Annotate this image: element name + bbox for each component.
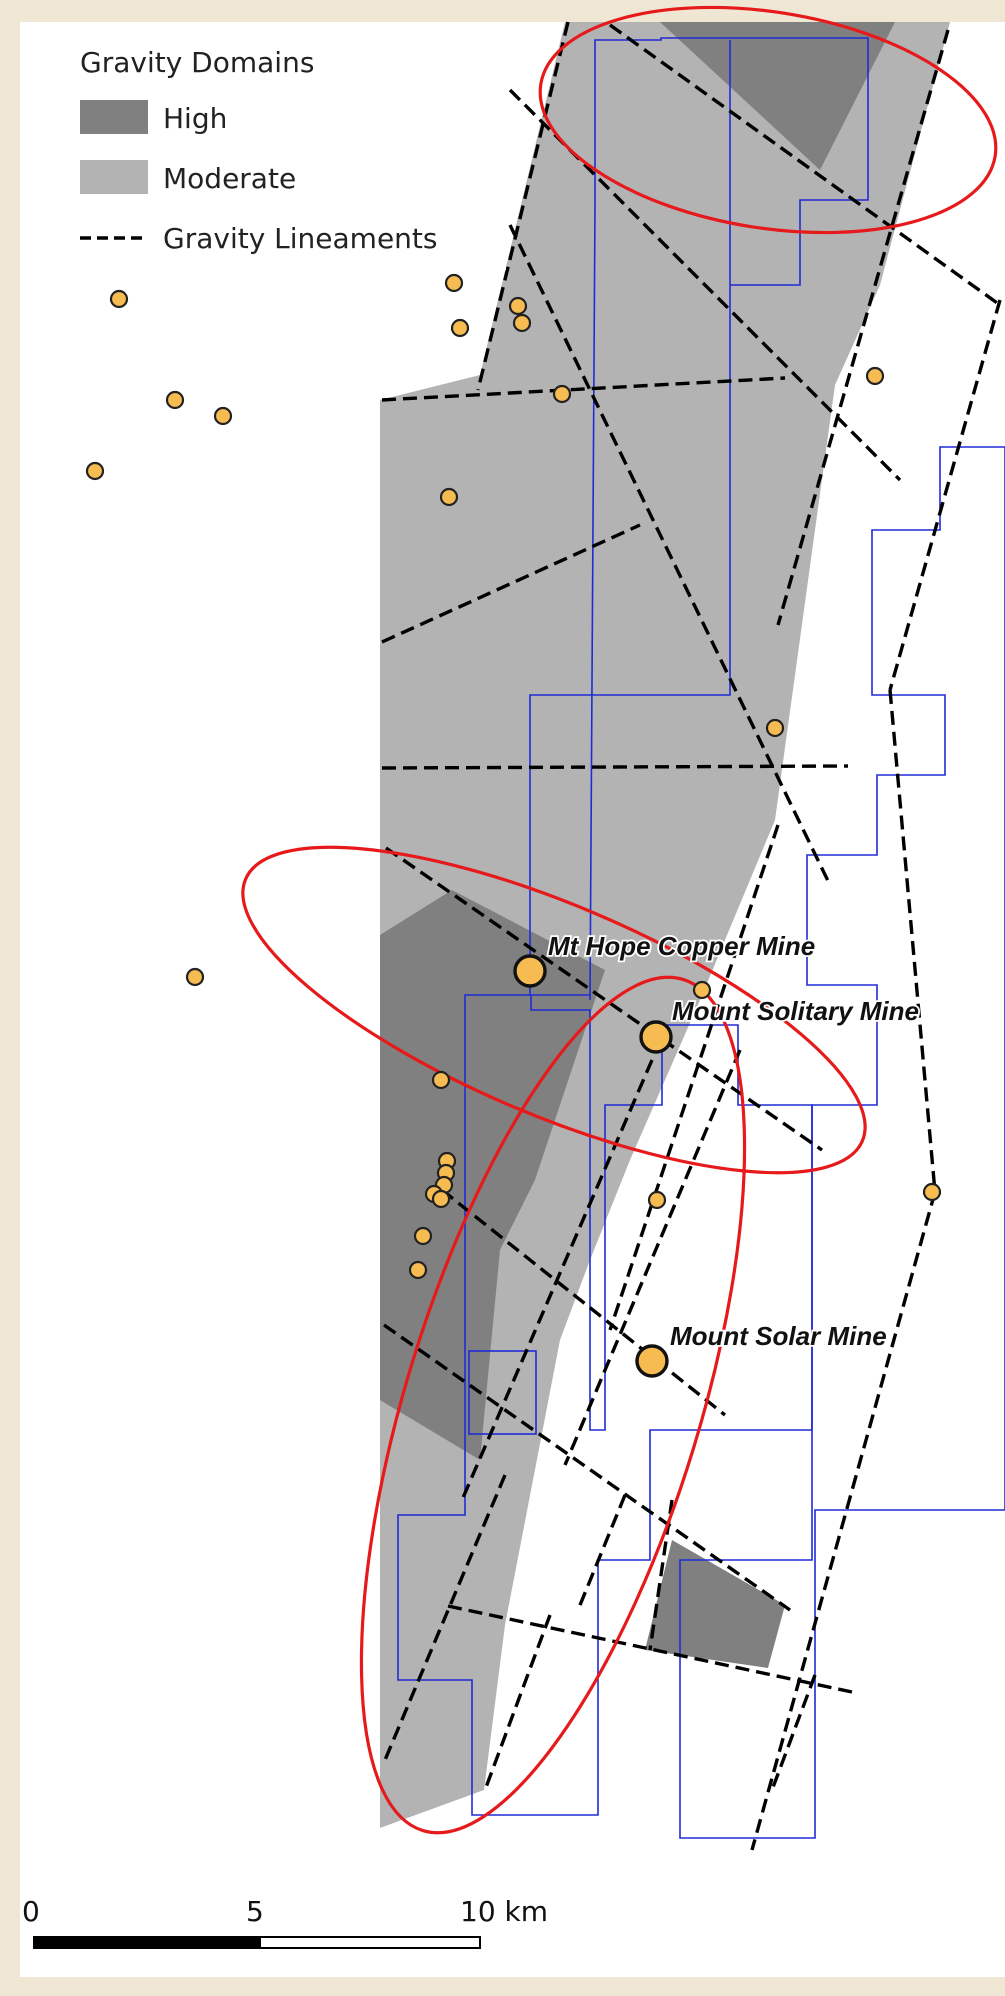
occurrence-point <box>85 461 105 481</box>
occurrence-point <box>431 1070 451 1090</box>
scale-bar: 0 5 10 km <box>22 1895 548 1949</box>
legend-label-moderate: Moderate <box>163 162 296 195</box>
occurrence-point <box>865 366 885 386</box>
legend-background <box>20 22 506 270</box>
lineament-1 <box>476 21 570 391</box>
lineament-5 <box>888 299 1002 691</box>
mineral-occurrences <box>85 273 942 1280</box>
mine-label-mt-hope: Mt Hope Copper Mine <box>548 931 815 961</box>
lineament-19 <box>383 1474 507 1761</box>
target-ellipses <box>241 5 998 1835</box>
legend-label-lineament: Gravity Lineaments <box>163 222 438 255</box>
target-ellipse-south <box>359 975 747 1835</box>
lineament-7 <box>381 376 786 402</box>
mine-label-mount-solar: Mount Solar Mine <box>670 1321 887 1351</box>
moderate-gravity-domains <box>380 22 950 1828</box>
scale-label-10km: 10 km <box>460 1895 548 1928</box>
lineament-10 <box>608 824 780 1331</box>
scale-label-5: 5 <box>246 1895 264 1928</box>
mine-label-mount-solitary: Mount Solitary Mine <box>672 996 919 1026</box>
occurrence-point <box>413 1226 433 1246</box>
occurrence-point <box>692 980 712 1000</box>
lineament-4 <box>776 29 950 626</box>
scale-segment-black <box>33 1936 261 1949</box>
occurrence-point <box>512 313 532 333</box>
occurrence-point <box>439 487 459 507</box>
high-domain-north <box>660 22 895 170</box>
lineament-6 <box>508 224 832 886</box>
moderate-domain-north <box>380 22 950 1828</box>
high-domain-central <box>380 890 605 1460</box>
target-ellipse-north <box>538 5 998 235</box>
occurrence-point <box>508 296 528 316</box>
occurrence-point <box>165 390 185 410</box>
lineament-12 <box>888 689 937 1193</box>
mine-marker-mt-hope <box>513 954 547 988</box>
map-legend: Gravity Domains High Moderate Gravity Li… <box>20 22 506 270</box>
occurrence-point <box>922 1182 942 1202</box>
legend-title: Gravity Domains <box>80 46 314 79</box>
occurrence-point <box>552 384 572 404</box>
occurrence-point <box>408 1260 428 1280</box>
occurrence-point <box>765 718 785 738</box>
legend-swatch-high <box>80 100 148 134</box>
occurrence-point <box>431 1189 451 1209</box>
legend-label-high: High <box>163 102 227 135</box>
lineament-15 <box>563 1049 742 1466</box>
lineament-18 <box>447 1604 853 1694</box>
lineament-16 <box>440 1188 727 1417</box>
lineament-20 <box>483 1614 552 1791</box>
target-ellipse-central <box>241 845 867 1175</box>
lineament-11 <box>385 846 823 1152</box>
occurrence-point <box>109 289 129 309</box>
scale-segment-white <box>259 1936 481 1949</box>
lineament-8 <box>381 523 641 644</box>
tenement-main <box>397 37 869 1816</box>
occurrence-point <box>647 1190 667 1210</box>
occurrence-point <box>450 318 470 338</box>
occurrence-point <box>444 273 464 293</box>
legend-swatch-moderate <box>80 160 148 194</box>
mine-marker-mount-solar <box>635 1344 669 1378</box>
lineament-13 <box>750 1191 937 1851</box>
lineament-2 <box>609 23 1001 307</box>
lineament-9 <box>381 764 849 770</box>
mine-marker-mount-solitary <box>639 1020 673 1054</box>
major-mines: Mt Hope Copper Mine Mount Solitary Mine … <box>513 929 921 1378</box>
scale-label-0: 0 <box>22 1895 40 1928</box>
tenement-small-block <box>468 1350 537 1435</box>
lineament-14 <box>460 1059 654 1501</box>
occurrence-point <box>185 967 205 987</box>
occurrence-point <box>213 406 233 426</box>
